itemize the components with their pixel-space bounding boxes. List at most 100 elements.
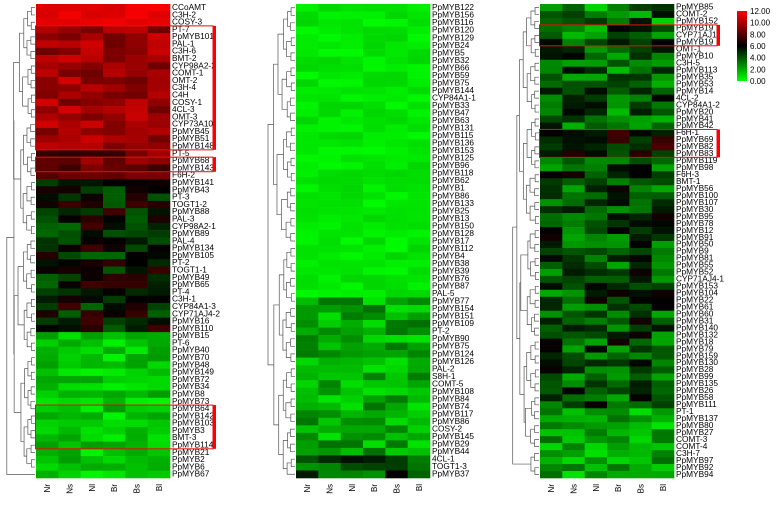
heatmap-cell <box>651 387 675 395</box>
row-label: PT-7 <box>172 24 190 34</box>
heatmap-cell <box>147 324 171 333</box>
heatmap-cell <box>318 312 341 321</box>
row-label: COSY-1 <box>172 97 203 107</box>
heatmap-cell <box>385 139 408 148</box>
column-label: Ns <box>570 484 579 494</box>
heatmap-cell <box>584 317 608 325</box>
heatmap-cell <box>651 108 675 116</box>
heatmap-cell <box>540 317 563 325</box>
heatmap-cell <box>103 230 126 238</box>
row-label: PpMYB117 <box>432 408 474 418</box>
heatmap-cell <box>629 122 652 130</box>
heatmap-cell <box>125 76 148 85</box>
heatmap-cell <box>36 375 59 384</box>
heatmap-cell <box>540 443 563 451</box>
heatmap-cell <box>147 310 171 318</box>
heatmap-cell <box>363 214 386 223</box>
heatmap-cell <box>363 222 386 231</box>
heatmap-cell <box>58 397 81 406</box>
heatmap-cell <box>103 62 126 70</box>
heatmap-cell <box>540 115 563 123</box>
heatmap-cell <box>58 135 81 143</box>
heatmap-cell <box>407 410 431 419</box>
heatmap-cell <box>296 4 319 12</box>
heatmap-cell <box>340 131 364 140</box>
heatmap-cell <box>340 282 364 291</box>
heatmap-cell <box>629 436 652 444</box>
heatmap-cell <box>607 450 630 458</box>
heatmap-cell <box>540 352 563 360</box>
heatmap-cell <box>651 338 675 346</box>
heatmap-cell <box>363 462 386 471</box>
heatmap-cell <box>58 273 81 282</box>
heatmap-cell <box>340 146 364 155</box>
heatmap-cell <box>385 387 408 396</box>
row-label: BMT-1 <box>676 176 701 186</box>
heatmap-cell <box>651 422 675 430</box>
heatmap-cell <box>103 259 126 267</box>
heatmap-cell <box>125 266 148 275</box>
heatmap-cell <box>80 295 104 304</box>
heatmap-cell <box>147 332 171 340</box>
heatmap-cell <box>80 11 104 19</box>
heatmap-cell <box>125 419 148 428</box>
heatmap-cell <box>80 18 104 27</box>
row-label: PT-1 <box>676 406 694 416</box>
row-label: OMT-3 <box>172 111 198 121</box>
heatmap-cell <box>363 124 386 133</box>
heatmap-cell <box>80 463 104 472</box>
heatmap-cell <box>407 11 431 20</box>
heatmap-cell <box>318 350 341 358</box>
heatmap-cell <box>407 94 431 103</box>
heatmap-cell <box>407 252 431 261</box>
row-label: PpMYB40 <box>172 345 210 355</box>
heatmap-cell <box>363 327 386 336</box>
heatmap-cell <box>407 237 431 246</box>
heatmap-cell <box>58 441 81 450</box>
heatmap-cell <box>540 164 563 172</box>
heatmap-cell <box>607 136 630 144</box>
heatmap-cell <box>629 45 652 54</box>
heatmap-cell <box>125 448 148 457</box>
heatmap-cell <box>147 251 171 260</box>
heatmap-cell <box>147 302 171 311</box>
row-label: 4CL-2 <box>676 92 699 102</box>
heatmap-cell <box>296 86 319 95</box>
heatmap-cell <box>562 129 585 137</box>
heatmap-cell <box>407 64 431 73</box>
heatmap-cell <box>562 234 585 242</box>
heatmap-cell <box>340 162 364 170</box>
heatmap-cell <box>607 143 630 151</box>
heatmap-cell <box>58 25 81 34</box>
heatmap-cell <box>296 470 319 479</box>
heatmap-cell <box>629 164 652 172</box>
column-label: Bl <box>659 484 668 491</box>
heatmap-cell <box>340 410 364 419</box>
heatmap-cell <box>125 332 148 340</box>
heatmap-cell <box>103 434 126 442</box>
heatmap-cell <box>103 69 126 78</box>
heatmap-cell <box>103 448 126 457</box>
row-label: PpMYB87 <box>432 281 470 291</box>
heatmap-cell <box>340 350 364 358</box>
heatmap-cell <box>36 135 59 143</box>
heatmap-cell <box>363 184 386 193</box>
heatmap-cell <box>103 91 126 100</box>
heatmap-cell <box>58 127 81 136</box>
row-label: PpMYB141 <box>172 177 214 187</box>
row-label: PpMYB142 <box>172 410 214 420</box>
column-label: Nr <box>43 484 52 493</box>
heatmap-cell <box>562 73 585 81</box>
heatmap-cell <box>363 312 386 321</box>
heatmap-cell <box>318 131 341 140</box>
heatmap-cell <box>407 131 431 140</box>
heatmap-cell <box>340 440 364 449</box>
row-label: PpMYB76 <box>432 273 470 283</box>
heatmap-cell <box>629 31 652 40</box>
row-label: PpMYB153 <box>676 281 718 291</box>
heatmap-cell <box>36 456 59 464</box>
heatmap-cell <box>125 91 148 100</box>
heatmap-cell <box>584 87 608 95</box>
row-label: PpMYB58 <box>676 392 714 402</box>
